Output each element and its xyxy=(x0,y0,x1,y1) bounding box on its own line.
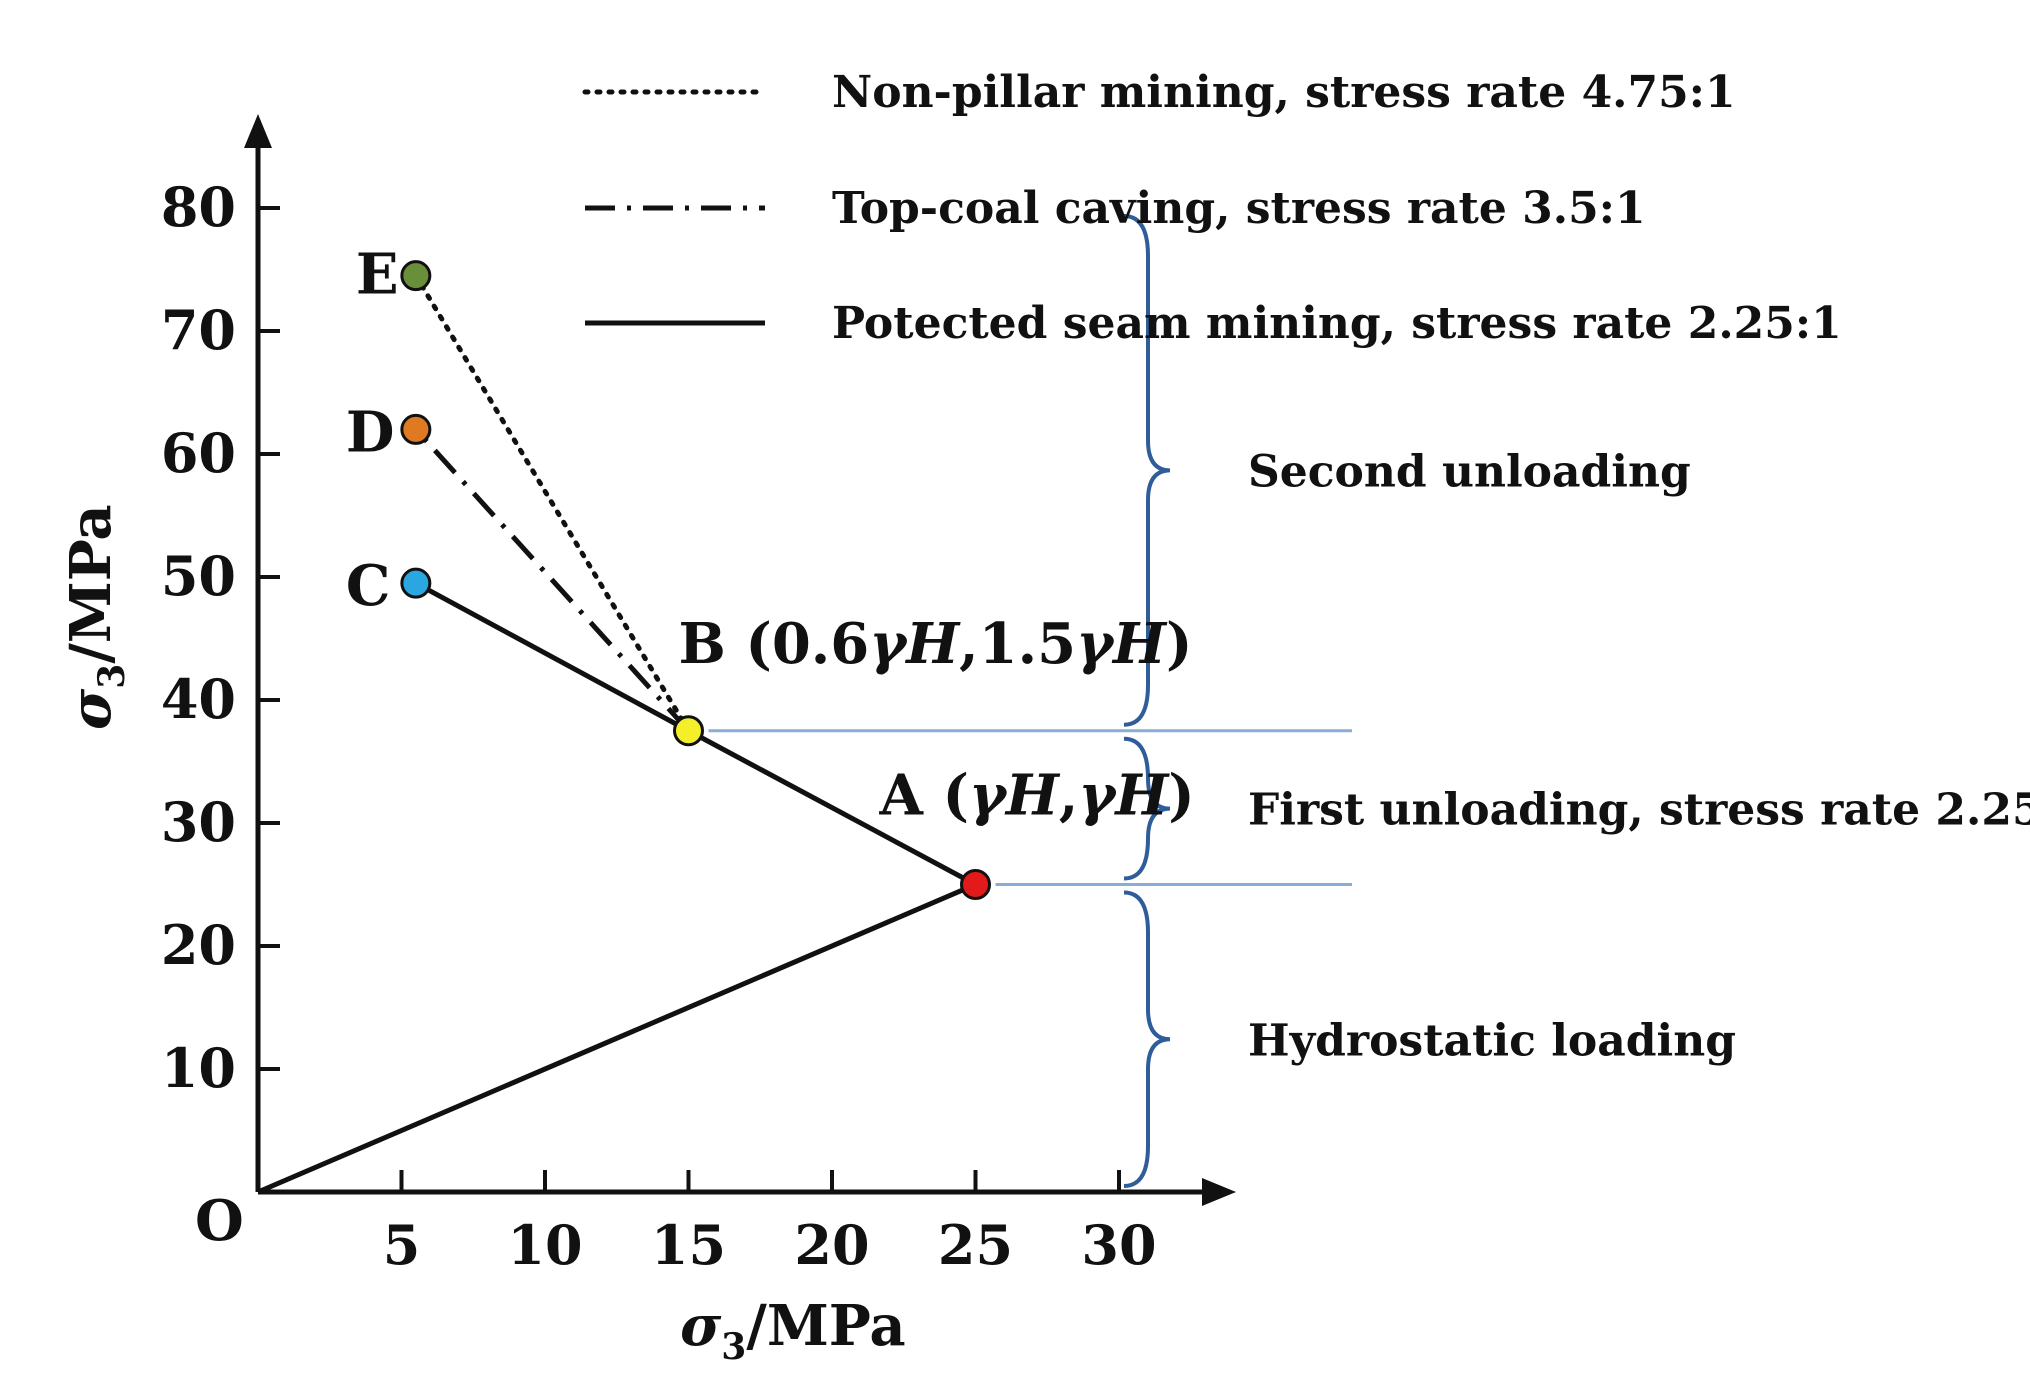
point-A xyxy=(960,869,991,900)
y-tick-label: 80 xyxy=(161,175,236,239)
annotation-brace xyxy=(1123,214,1171,727)
x-axis-title-subscript: 3 xyxy=(721,1326,746,1368)
point-E xyxy=(400,260,432,292)
point-label-D: D xyxy=(346,399,395,465)
x-tick-label: 20 xyxy=(794,1213,869,1277)
y-tick-label: 70 xyxy=(161,298,236,362)
y-tick-label: 20 xyxy=(161,913,236,977)
annotation-label: Second unloading xyxy=(1248,446,1691,497)
y-axis-title-subscript: 3 xyxy=(91,664,133,689)
annotation-label: Hydrostatic loading xyxy=(1248,1015,1736,1066)
y-axis-title-symbol: σ xyxy=(58,688,124,730)
x-tick-label: 30 xyxy=(1081,1213,1156,1277)
origin-label: O xyxy=(195,1188,244,1254)
point-C xyxy=(400,567,432,599)
x-tick-label: 10 xyxy=(507,1213,582,1277)
x-tick-label: 5 xyxy=(383,1213,421,1277)
legend-label: Top-coal caving, stress rate 3.5:1 xyxy=(832,183,1646,234)
x-axis-title-unit: /MPa xyxy=(746,1293,905,1359)
point-label-B: B (0.6γH,1.5γH) xyxy=(679,611,1193,677)
y-tick-label: 10 xyxy=(161,1036,236,1100)
legend-label: Potected seam mining, stress rate 2.25:1 xyxy=(832,298,1842,349)
y-axis-arrow xyxy=(244,114,272,148)
point-D xyxy=(400,413,432,445)
point-label-E: E xyxy=(356,242,399,308)
x-axis-title: σ3/MPa xyxy=(680,1293,906,1368)
x-tick-label: 25 xyxy=(938,1213,1013,1277)
point-B xyxy=(673,715,704,747)
series-line xyxy=(413,427,691,733)
series-line xyxy=(413,273,691,734)
y-tick-label: 50 xyxy=(161,544,236,608)
series-line xyxy=(257,580,982,1195)
legend-label: Non-pillar mining, stress rate 4.75:1 xyxy=(832,67,1736,118)
x-tick-label: 15 xyxy=(651,1213,726,1277)
point-label-C: C xyxy=(346,553,391,619)
annotation-brace xyxy=(1123,890,1171,1188)
x-axis-arrow xyxy=(1202,1178,1236,1206)
y-tick-label: 60 xyxy=(161,421,236,485)
y-tick-label: 40 xyxy=(161,667,236,731)
y-axis-title-unit: /MPa xyxy=(58,504,124,663)
annotation-brace xyxy=(1123,736,1171,881)
point-label-A: A (γH,γH) xyxy=(879,763,1195,829)
x-axis-title-symbol: σ xyxy=(680,1293,722,1359)
annotation-label: First unloading, stress rate 2.25:1 xyxy=(1248,785,2030,836)
y-axis-title: σ3/MPa xyxy=(58,504,133,730)
y-tick-label: 30 xyxy=(161,790,236,854)
